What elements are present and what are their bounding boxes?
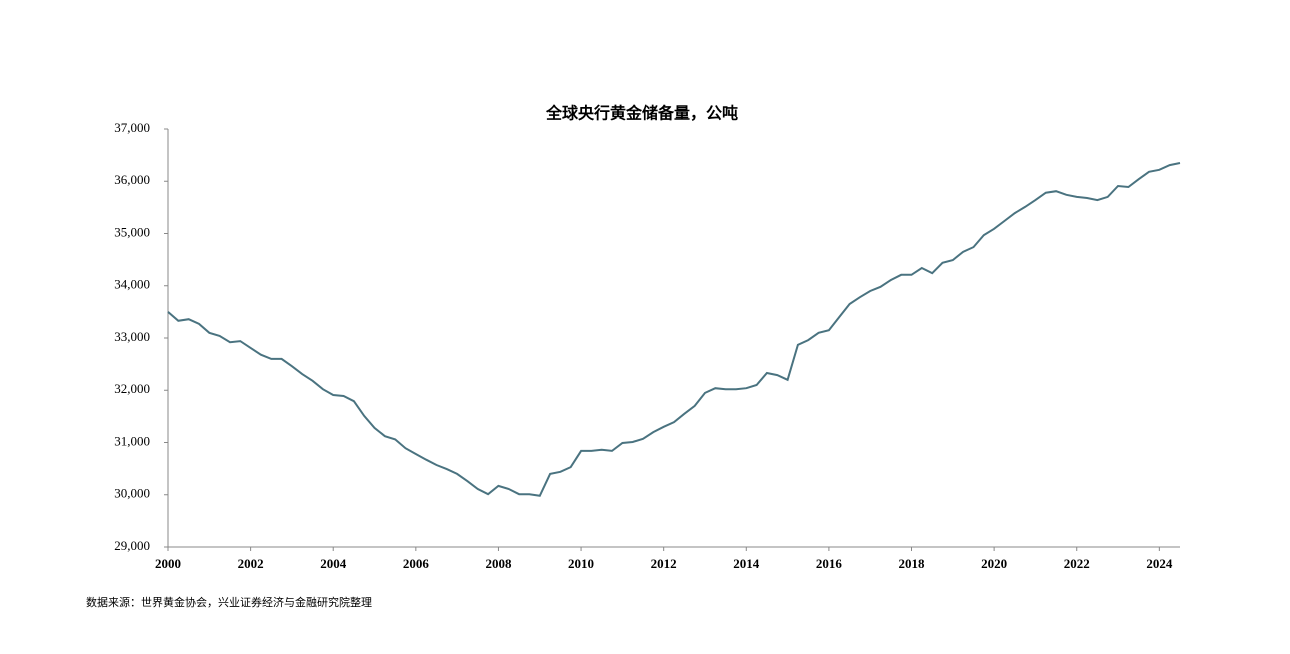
y-tick-label: 32,000: [114, 381, 150, 396]
y-tick-label: 29,000: [114, 538, 150, 553]
x-tick-label: 2012: [651, 556, 677, 571]
y-tick-label: 36,000: [114, 172, 150, 187]
y-tick-label: 31,000: [114, 433, 150, 448]
chart-title: 全球央行黄金储备量，公吨: [545, 104, 738, 123]
y-tick-label: 37,000: [114, 120, 150, 135]
x-tick-label: 2000: [155, 556, 181, 571]
x-tick-label: 2004: [320, 556, 347, 571]
y-tick-label: 35,000: [114, 224, 150, 239]
x-tick-label: 2002: [238, 556, 264, 571]
y-tick-label: 30,000: [114, 486, 150, 501]
y-tick-label: 33,000: [114, 329, 150, 344]
x-tick-label: 2014: [733, 556, 760, 571]
x-tick-label: 2016: [816, 556, 843, 571]
x-tick-label: 2024: [1146, 556, 1173, 571]
x-tick-label: 2010: [568, 556, 594, 571]
data-line: [167, 162, 1181, 497]
x-tick-label: 2020: [981, 556, 1007, 571]
x-tick-label: 2018: [899, 556, 926, 571]
x-tick-label: 2006: [403, 556, 430, 571]
y-tick-label: 34,000: [114, 277, 150, 292]
x-tick-label: 2022: [1064, 556, 1090, 571]
source-note: 数据来源：世界黄金协会，兴业证券经济与金融研究院整理: [86, 595, 372, 609]
x-tick-label: 2008: [485, 556, 512, 571]
